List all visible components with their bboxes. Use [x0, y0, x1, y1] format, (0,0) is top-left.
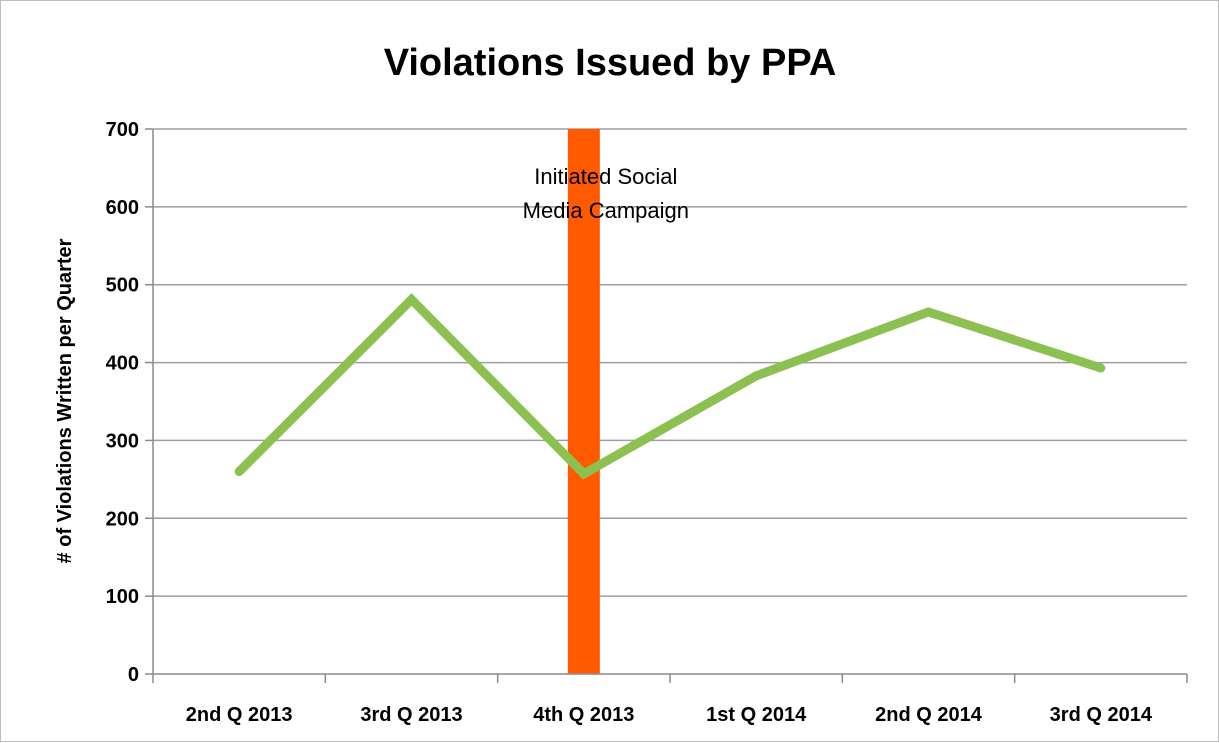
tick-labels: 0 100 200 300 400 500 600 700 2nd Q 2013 3rd Q 20…	[106, 119, 1153, 726]
axes	[145, 128, 1188, 683]
campaign-marker-bar	[567, 129, 600, 674]
series-layer	[234, 293, 1106, 480]
data-point	[751, 371, 761, 381]
x-tick-label: 1st Q 2014	[706, 704, 807, 726]
series-line	[235, 293, 1103, 480]
y-tick-label: 400	[106, 353, 139, 375]
y-tick-label: 0	[128, 664, 139, 686]
data-point	[407, 295, 416, 305]
x-tick-label: 3rd Q 2014	[1050, 704, 1153, 726]
annotation-label: Initiated Social	[534, 164, 677, 189]
gridlines	[153, 128, 1187, 597]
campaign-annotation: Initiated Social Media Campaign	[523, 129, 689, 674]
x-tick-label: 4th Q 2013	[533, 704, 634, 726]
y-tick-label: 500	[106, 275, 139, 297]
data-point	[579, 469, 589, 479]
x-tick-label: 3rd Q 2013	[360, 704, 462, 726]
y-tick-label: 200	[106, 508, 139, 530]
y-axis-title: # of Violations Written per Quarter	[54, 238, 76, 563]
chart-title: Violations Issued by PPA	[384, 42, 837, 84]
x-tick-label: 2nd Q 2014	[875, 704, 983, 726]
annotation-label: Media Campaign	[523, 198, 689, 223]
x-tick-label: 2nd Q 2013	[186, 704, 293, 726]
y-tick-label: 700	[106, 119, 139, 141]
y-tick-label: 100	[106, 586, 139, 608]
data-point	[234, 467, 244, 477]
data-point	[924, 307, 933, 317]
data-point	[1096, 363, 1106, 373]
y-tick-label: 300	[106, 430, 139, 452]
y-tick-label: 600	[106, 197, 139, 219]
